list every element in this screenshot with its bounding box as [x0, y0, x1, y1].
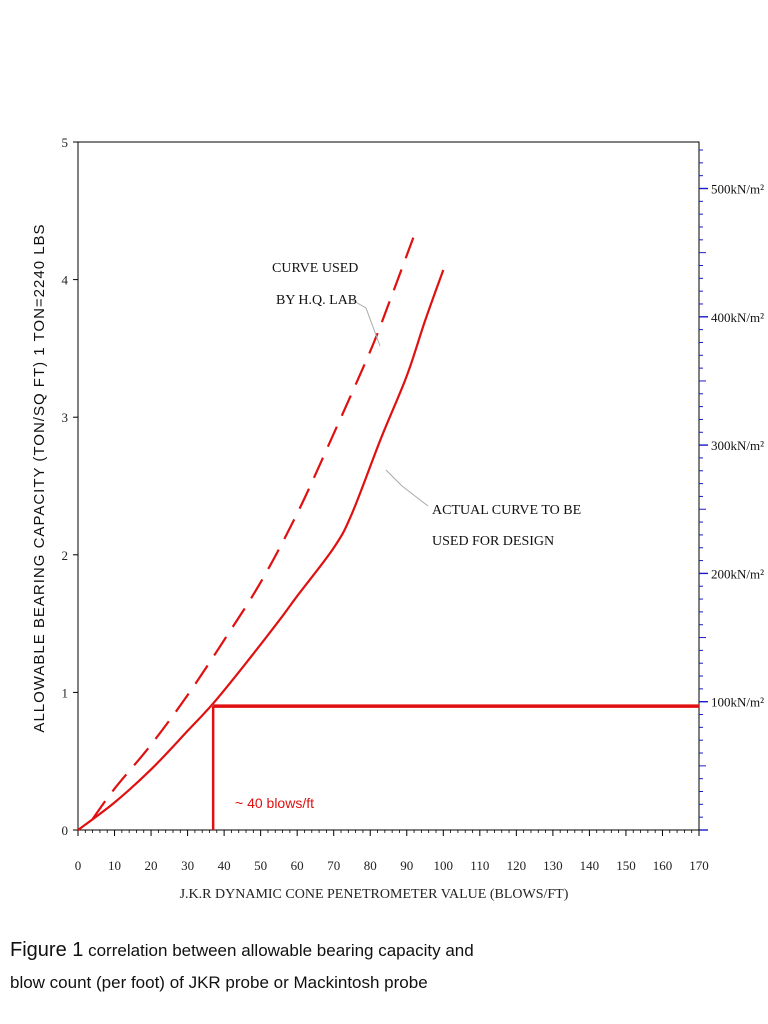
- design-leader-line: [385, 469, 429, 507]
- design-curve: [77, 269, 445, 831]
- y-tick-label: 5: [62, 135, 69, 150]
- annotation-hq-line1: CURVE USED: [272, 261, 358, 276]
- caption-text-1: correlation between allowable bearing ca…: [83, 941, 474, 960]
- y-tick-label: 2: [62, 548, 69, 563]
- x-tick-label: 30: [181, 858, 194, 873]
- right-axis-label: 100kN/m²: [711, 695, 764, 710]
- x-tick-label: 20: [145, 858, 158, 873]
- right-axis-label: 200kN/m²: [711, 566, 764, 581]
- x-tick-label: 40: [218, 858, 231, 873]
- hq-lab-curve: [91, 235, 416, 820]
- x-tick-label: 160: [653, 858, 673, 873]
- caption-line-2: blow count (per foot) of JKR probe or Ma…: [10, 973, 428, 992]
- plot-frame: [77, 141, 700, 831]
- caption-line-1: Figure 1 correlation between allowable b…: [10, 934, 750, 967]
- annotation-design-line2: USED FOR DESIGN: [432, 534, 554, 549]
- x-tick-label: 100: [434, 858, 454, 873]
- x-tick-label: 140: [580, 858, 600, 873]
- x-tick-label: 10: [108, 858, 121, 873]
- x-tick-label: 120: [507, 858, 527, 873]
- right-axis-label: 500kN/m²: [711, 182, 764, 197]
- y-tick-label: 3: [62, 410, 69, 425]
- annotation-hq-line2: BY H.Q. LAB: [276, 293, 357, 308]
- caption-figure-label: Figure 1: [10, 939, 84, 961]
- right-axis-label: 300kN/m²: [711, 438, 764, 453]
- figure-caption: Figure 1 correlation between allowable b…: [10, 934, 750, 999]
- annotation-40-blows: ~ 40 blows/ft: [235, 795, 314, 811]
- x-tick-label: 110: [470, 858, 489, 873]
- y-tick-label: 4: [62, 273, 69, 288]
- annotation-design-line1: ACTUAL CURVE TO BE: [432, 503, 581, 518]
- x-tick-label: 170: [689, 858, 709, 873]
- bearing-capacity-chart: 0 10 20 30 40 50 60 70 80 90 100 110 120 130 140 150 160…: [31, 135, 764, 902]
- x-axis-title: J.K.R DYNAMIC CONE PENETROMETER VALUE (B…: [180, 887, 569, 902]
- y-axis-title: ALLOWABLE BEARING CAPACITY (TON/SQ FT) 1…: [31, 223, 48, 732]
- x-tick-label: 0: [75, 858, 82, 873]
- y-tick-label: 1: [62, 685, 69, 700]
- x-tick-label: 50: [254, 858, 267, 873]
- x-tick-label: 130: [543, 858, 563, 873]
- x-tick-label: 150: [616, 858, 636, 873]
- y-tick-label: 0: [62, 823, 69, 838]
- x-tick-label: 60: [291, 858, 304, 873]
- x-tick-label: 90: [400, 858, 413, 873]
- x-tick-label: 80: [364, 858, 377, 873]
- x-tick-label: 70: [327, 858, 340, 873]
- right-axis-label: 400kN/m²: [711, 310, 764, 325]
- hq-leader-line: [351, 299, 381, 347]
